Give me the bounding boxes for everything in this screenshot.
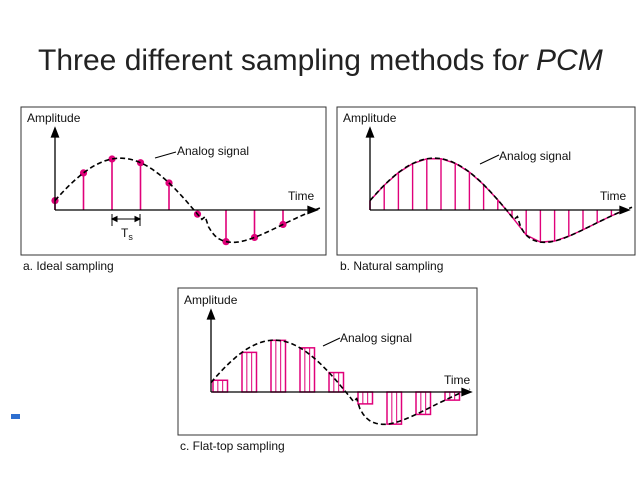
flattop-sample-pulse [357, 391, 374, 405]
ideal-period-main: T [121, 226, 129, 240]
slide-bullet-marker [11, 414, 20, 419]
natural-analog-curve [369, 157, 633, 244]
ideal-sample-dot [250, 233, 259, 242]
flattop-sample-pulse [444, 391, 461, 401]
natural-time-label: Time [600, 189, 627, 203]
natural-analog-leader [479, 154, 500, 165]
ideal-sample-group [51, 155, 287, 246]
ideal-analog-leader [154, 151, 177, 159]
slide-title-main: Three different sampling methods fo [38, 44, 518, 77]
ideal-axes [50, 126, 319, 215]
ideal-sample-dot [136, 159, 145, 167]
flattop-sample-pulse [212, 379, 229, 393]
ideal-sample-dot [108, 155, 116, 163]
panel-ideal: Amplitude Time Analog signal Ts a. Ideal… [23, 111, 323, 273]
panel-ideal-frame [20, 106, 327, 256]
flattop-analog-leader [322, 337, 341, 347]
natural-sample-group [369, 157, 626, 243]
panel-natural-frame [336, 106, 636, 256]
ideal-period-sub: s [128, 232, 133, 242]
flattop-sample-pulse [270, 339, 287, 393]
natural-axes [365, 126, 631, 215]
ideal-amplitude-label: Amplitude [27, 111, 81, 125]
flattop-sample-pulse [386, 391, 403, 425]
natural-amplitude-label: Amplitude [343, 111, 397, 125]
flattop-time-label: Time [444, 373, 471, 387]
flattop-sample-pulse [299, 347, 316, 393]
natural-sample-envelope [369, 157, 626, 243]
natural-caption: b. Natural sampling [340, 259, 443, 273]
ideal-caption: a. Ideal sampling [23, 259, 114, 273]
flattop-sample-pulse [241, 351, 258, 393]
flattop-analog-curve [210, 339, 471, 426]
slide-title: Three different sampling methods for PCM [38, 44, 603, 78]
flattop-analog-label: Analog signal [340, 331, 412, 345]
panel-flattop: Amplitude Time Analog signal c. Flat-top… [180, 293, 473, 453]
flattop-amplitude-label: Amplitude [184, 293, 238, 307]
ideal-analog-curve [54, 157, 323, 244]
flattop-caption: c. Flat-top sampling [180, 439, 285, 453]
ideal-period-label: Ts [121, 226, 133, 242]
ideal-time-label: Time [288, 189, 315, 203]
ideal-analog-label: Analog signal [177, 144, 249, 158]
slide-title-italic: r PCM [517, 44, 603, 77]
panel-flattop-frame [177, 287, 478, 436]
panel-natural: Amplitude Time Analog signal b. Natural … [340, 111, 633, 273]
natural-analog-label: Analog signal [499, 149, 571, 163]
ideal-period-marker [110, 214, 142, 226]
flattop-axes [206, 308, 473, 397]
